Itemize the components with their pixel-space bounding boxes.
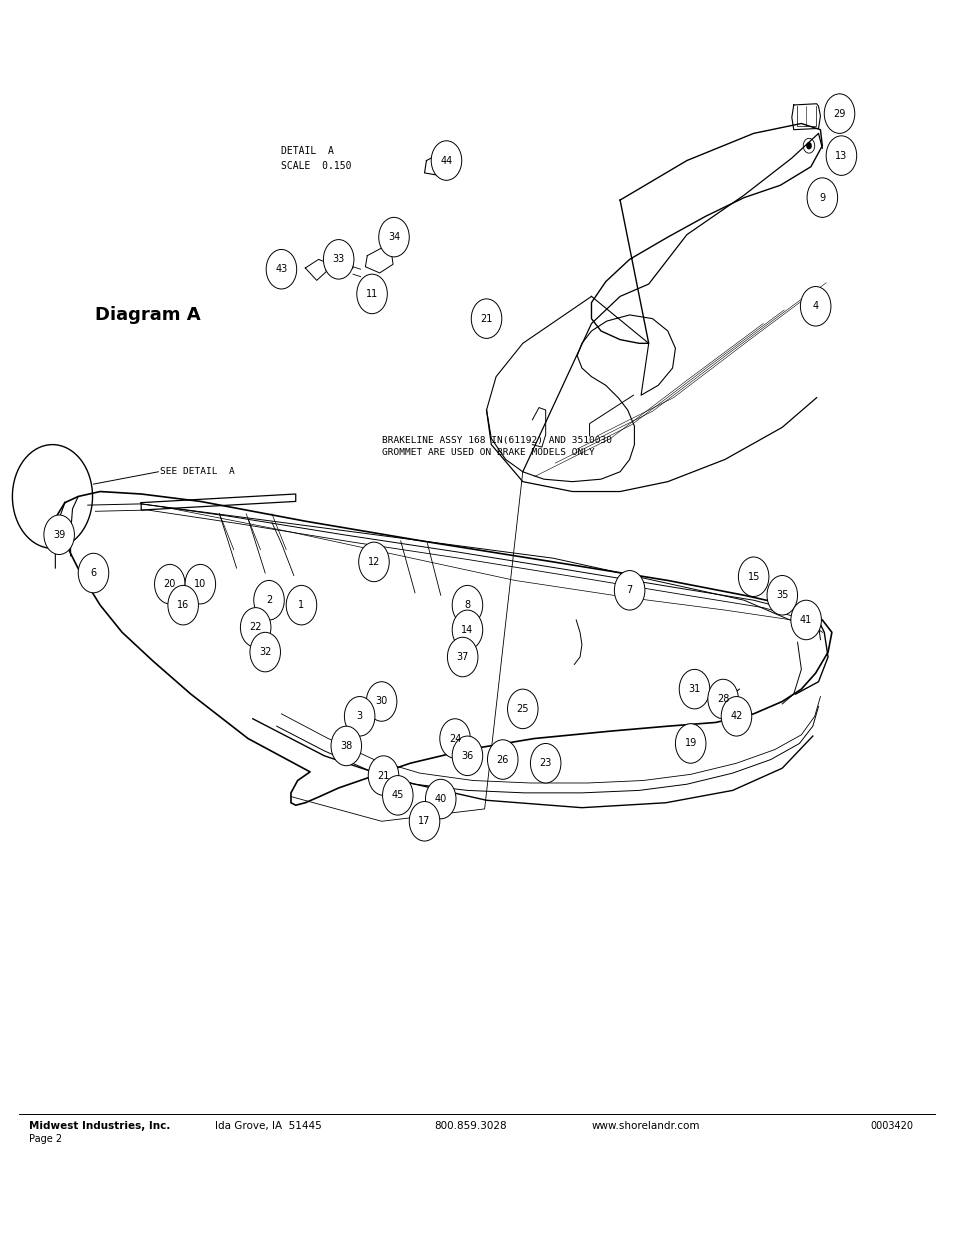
- Text: 45: 45: [392, 790, 403, 800]
- Circle shape: [679, 669, 709, 709]
- Text: 17: 17: [418, 816, 430, 826]
- Circle shape: [738, 557, 768, 597]
- Circle shape: [614, 571, 644, 610]
- Text: 12: 12: [368, 557, 379, 567]
- Circle shape: [530, 743, 560, 783]
- Text: 40: 40: [435, 794, 446, 804]
- Text: 10: 10: [194, 579, 206, 589]
- Text: 30: 30: [375, 697, 387, 706]
- Circle shape: [806, 178, 837, 217]
- Circle shape: [250, 632, 280, 672]
- Text: 29: 29: [833, 109, 844, 119]
- Text: 44: 44: [440, 156, 452, 165]
- Text: 6: 6: [91, 568, 96, 578]
- Circle shape: [240, 608, 271, 647]
- Text: 32: 32: [259, 647, 271, 657]
- Circle shape: [487, 740, 517, 779]
- Text: 33: 33: [333, 254, 344, 264]
- Text: 9: 9: [819, 193, 824, 203]
- Text: 13: 13: [835, 151, 846, 161]
- Circle shape: [358, 542, 389, 582]
- Circle shape: [707, 679, 738, 719]
- Circle shape: [805, 142, 811, 149]
- Circle shape: [44, 515, 74, 555]
- Circle shape: [452, 610, 482, 650]
- Circle shape: [253, 580, 284, 620]
- Circle shape: [790, 600, 821, 640]
- Text: Ida Grove, IA  51445: Ida Grove, IA 51445: [214, 1121, 321, 1131]
- Circle shape: [344, 697, 375, 736]
- Text: DETAIL  A
SCALE  0.150: DETAIL A SCALE 0.150: [281, 146, 352, 170]
- Circle shape: [471, 299, 501, 338]
- Circle shape: [439, 719, 470, 758]
- Text: BRAKELINE ASSY 168 IN(61192) AND 3510030
GROMMET ARE USED ON BRAKE MODELS ONLY: BRAKELINE ASSY 168 IN(61192) AND 3510030…: [381, 436, 611, 457]
- Text: Page 2: Page 2: [29, 1134, 62, 1144]
- Circle shape: [382, 776, 413, 815]
- Circle shape: [366, 682, 396, 721]
- Text: 37: 37: [456, 652, 468, 662]
- Circle shape: [185, 564, 215, 604]
- Circle shape: [356, 274, 387, 314]
- Text: 38: 38: [340, 741, 352, 751]
- Text: 8: 8: [464, 600, 470, 610]
- Circle shape: [78, 553, 109, 593]
- Text: 16: 16: [177, 600, 189, 610]
- Circle shape: [378, 217, 409, 257]
- Circle shape: [409, 802, 439, 841]
- Text: 42: 42: [730, 711, 741, 721]
- Circle shape: [800, 287, 830, 326]
- Text: 22: 22: [249, 622, 262, 632]
- Circle shape: [823, 94, 854, 133]
- Text: 25: 25: [516, 704, 529, 714]
- Text: 24: 24: [449, 734, 460, 743]
- Text: 20: 20: [164, 579, 175, 589]
- Circle shape: [452, 585, 482, 625]
- Circle shape: [266, 249, 296, 289]
- Text: 31: 31: [688, 684, 700, 694]
- Text: 1: 1: [298, 600, 304, 610]
- Circle shape: [825, 136, 856, 175]
- Text: 15: 15: [747, 572, 759, 582]
- Text: www.shorelandr.com: www.shorelandr.com: [591, 1121, 700, 1131]
- Text: 43: 43: [275, 264, 287, 274]
- Text: 0003420: 0003420: [869, 1121, 912, 1131]
- Circle shape: [425, 779, 456, 819]
- Text: 39: 39: [53, 530, 65, 540]
- Text: 35: 35: [776, 590, 787, 600]
- Text: 7: 7: [626, 585, 632, 595]
- Circle shape: [168, 585, 198, 625]
- Circle shape: [675, 724, 705, 763]
- Circle shape: [154, 564, 185, 604]
- Text: 36: 36: [461, 751, 473, 761]
- Text: 28: 28: [717, 694, 728, 704]
- Circle shape: [447, 637, 477, 677]
- Circle shape: [368, 756, 398, 795]
- Circle shape: [323, 240, 354, 279]
- Text: SEE DETAIL  A: SEE DETAIL A: [160, 467, 234, 477]
- Text: 3: 3: [356, 711, 362, 721]
- Text: 41: 41: [800, 615, 811, 625]
- Text: 11: 11: [366, 289, 377, 299]
- Circle shape: [431, 141, 461, 180]
- Text: 14: 14: [461, 625, 473, 635]
- Circle shape: [452, 736, 482, 776]
- Text: 19: 19: [684, 739, 696, 748]
- Text: 800.859.3028: 800.859.3028: [434, 1121, 506, 1131]
- Circle shape: [507, 689, 537, 729]
- Text: 21: 21: [377, 771, 389, 781]
- Text: 4: 4: [812, 301, 818, 311]
- Text: 34: 34: [388, 232, 399, 242]
- Text: 23: 23: [539, 758, 551, 768]
- Circle shape: [286, 585, 316, 625]
- Text: Midwest Industries, Inc.: Midwest Industries, Inc.: [29, 1121, 170, 1131]
- Text: 2: 2: [266, 595, 272, 605]
- Text: 21: 21: [480, 314, 492, 324]
- Circle shape: [331, 726, 361, 766]
- Text: 26: 26: [497, 755, 508, 764]
- Text: Diagram A: Diagram A: [95, 306, 201, 324]
- Circle shape: [766, 576, 797, 615]
- Circle shape: [720, 697, 751, 736]
